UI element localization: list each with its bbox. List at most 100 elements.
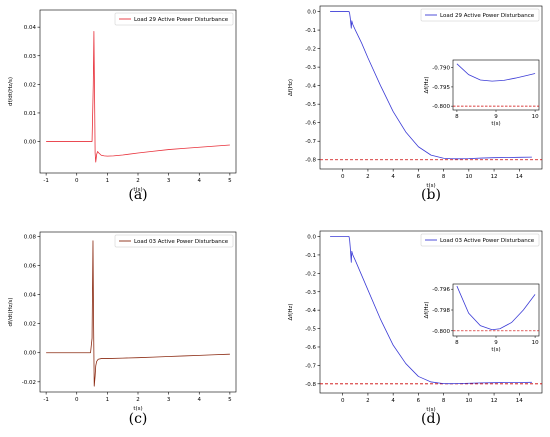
x-tick-label: 6: [417, 174, 421, 180]
legend-label: Load 03 Active Power Disturbance: [440, 238, 535, 244]
inset-x-axis-label: t(s): [491, 347, 500, 353]
inset-frame: [452, 59, 540, 111]
y-tick-label: -0.2: [305, 47, 316, 53]
x-axis-label: t(s): [426, 183, 435, 189]
x-tick-label: 12: [491, 174, 498, 180]
legend-label: Load 29 Active Power Disturbance: [134, 17, 229, 23]
panel-caption: (c): [129, 411, 148, 427]
y-tick-label: -0.02: [22, 380, 36, 386]
y-tick-label: -0.3: [305, 65, 316, 71]
panel-d: 0 2 4 6 8 10 12 14 0.0 -0.1 -0.2 -0.3 -0.4 -0.5 -0.6 -0…: [288, 230, 543, 427]
y-tick-label: -0.1: [305, 253, 316, 259]
plot-frame: [319, 5, 543, 170]
y-axis-label: df/dt(Hz/s): [8, 298, 14, 327]
x-axis-label: t(s): [426, 407, 435, 413]
y-tick-label: -0.6: [305, 121, 316, 127]
y-tick-label: 0.0: [307, 10, 316, 16]
y-tick-label: 0.00: [24, 351, 37, 357]
x-tick-label: 4: [391, 398, 395, 404]
plot-frame: [39, 9, 237, 174]
x-tick-label: 2: [366, 398, 370, 404]
inset-plot: 8 9 10 -0.790 -0.795 -0.800 t(s) Δf(Hz): [424, 59, 540, 127]
panel-a: -1 0 1 2 3 4 5 0.00 0.01 0.02 0.03 0.04 t(s) df/dt(Hz…: [8, 9, 237, 203]
inset-x-tick-label: 8: [455, 340, 459, 346]
panel-c: -1 0 1 2 3 4 5 -0.02 0.00 0.02 0.04 0.06 0.08 t(s) df/…: [8, 231, 237, 427]
y-axis-label: df/dt(Hz/s): [8, 77, 14, 106]
x-tick-label: -1: [43, 397, 48, 403]
series-line: [46, 240, 230, 387]
panel-caption: (a): [128, 187, 147, 203]
series-line: [330, 11, 532, 160]
inset-y-axis-label: Δf(Hz): [424, 301, 430, 318]
series-line: [330, 236, 532, 385]
x-tick-label: 1: [106, 178, 110, 184]
y-axis-label: Δf(Hz): [288, 79, 294, 96]
inset-y-tick-label: -0.798: [432, 308, 450, 314]
plot-frame: [319, 230, 543, 394]
x-tick-label: 10: [465, 174, 472, 180]
inset-plot: 8 9 10 -0.796 -0.798 -0.800 t(s) Δf(Hz): [424, 283, 540, 353]
legend-label: Load 29 Active Power Disturbance: [440, 13, 535, 19]
y-tick-label: -0.6: [305, 345, 316, 351]
x-tick-label: 14: [516, 398, 523, 404]
y-tick-label: 0.00: [24, 140, 37, 146]
x-tick-label: 0: [75, 397, 79, 403]
y-tick-label: -0.3: [305, 290, 316, 296]
inset-y-tick-label: -0.800: [432, 104, 450, 110]
x-tick-label: 14: [516, 174, 523, 180]
y-tick-label: -0.7: [305, 363, 316, 369]
legend: Load 29 Active Power Disturbance: [420, 8, 540, 22]
inset-y-tick-label: -0.800: [432, 329, 450, 335]
x-tick-label: 5: [228, 397, 232, 403]
y-tick-label: -0.7: [305, 139, 316, 145]
legend-box: [114, 12, 234, 26]
y-tick-label: -0.2: [305, 271, 316, 277]
y-tick-label: -0.5: [305, 327, 316, 333]
y-axis-label: Δf(Hz): [288, 303, 294, 320]
legend-box: [114, 234, 234, 248]
x-tick-label: 0: [75, 178, 79, 184]
y-tick-label: 0.01: [24, 111, 36, 117]
inset-y-tick-label: -0.795: [432, 85, 450, 91]
series-line: [46, 31, 230, 163]
x-tick-label: 3: [167, 178, 171, 184]
inset-x-tick-label: 10: [532, 114, 539, 120]
x-tick-label: 5: [228, 178, 232, 184]
x-tick-label: 8: [442, 398, 446, 404]
inset-y-axis-label: Δf(Hz): [424, 76, 430, 93]
y-tick-label: -0.8: [305, 158, 316, 164]
legend-box: [420, 233, 540, 247]
x-tick-label: -1: [43, 178, 48, 184]
y-tick-label: 0.0: [307, 235, 316, 241]
legend: Load 03 Active Power Disturbance: [420, 233, 540, 247]
inset-x-tick-label: 9: [494, 340, 498, 346]
y-tick-label: 0.06: [24, 263, 37, 269]
plot-frame: [39, 231, 237, 393]
inset-series-line: [456, 285, 536, 331]
inset-x-tick-label: 8: [455, 114, 459, 120]
y-tick-label: 0.02: [24, 82, 36, 88]
inset-y-tick-label: -0.790: [432, 66, 450, 72]
legend-label: Load 03 Active Power Disturbance: [134, 239, 229, 245]
y-tick-label: 0.02: [24, 322, 36, 328]
x-tick-label: 4: [391, 174, 395, 180]
inset-frame: [452, 283, 540, 337]
x-tick-label: 1: [106, 397, 110, 403]
x-tick-label: 4: [198, 178, 202, 184]
x-tick-label: 10: [465, 398, 472, 404]
inset-x-tick-label: 9: [494, 114, 498, 120]
x-tick-label: 8: [442, 174, 446, 180]
inset-x-axis-label: t(s): [491, 121, 500, 127]
x-tick-label: 0: [341, 398, 345, 404]
y-tick-label: 0.04: [24, 25, 37, 31]
y-tick-label: 0.08: [24, 234, 37, 240]
legend: Load 29 Active Power Disturbance: [114, 12, 234, 26]
inset-x-tick-label: 10: [532, 340, 539, 346]
x-tick-label: 0: [341, 174, 345, 180]
panel-caption: (d): [421, 411, 441, 427]
x-tick-label: 3: [167, 397, 171, 403]
x-tick-label: 12: [491, 398, 498, 404]
y-tick-label: -0.1: [305, 28, 316, 34]
x-axis-label: t(s): [133, 187, 142, 193]
